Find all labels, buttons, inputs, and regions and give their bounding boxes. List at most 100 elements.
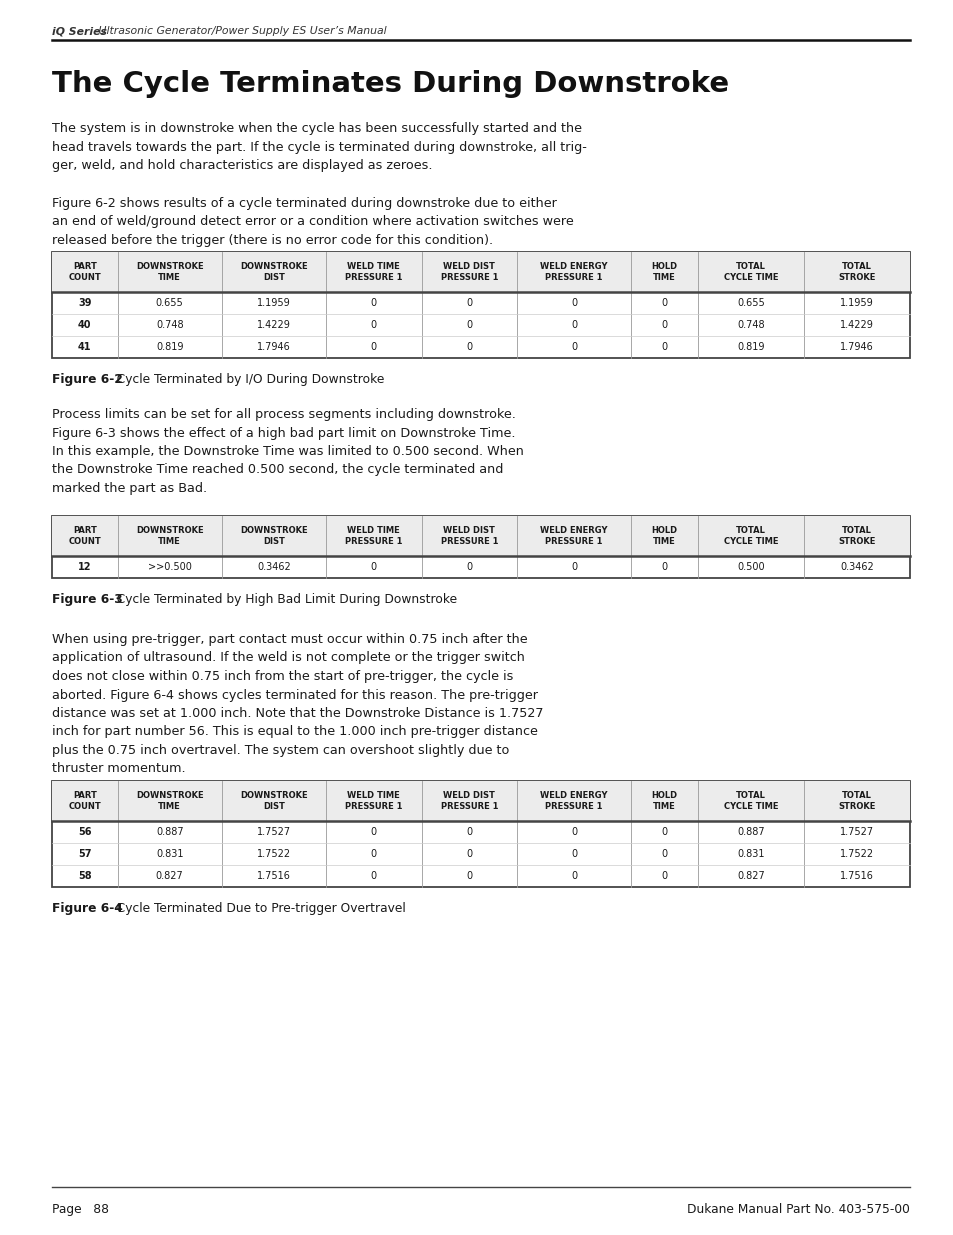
Text: PART
COUNT: PART COUNT [69, 526, 101, 546]
Text: TOTAL
CYCLE TIME: TOTAL CYCLE TIME [722, 526, 778, 546]
Text: 0: 0 [466, 298, 472, 308]
Text: 0: 0 [371, 562, 376, 572]
Text: DOWNSTROKE
TIME: DOWNSTROKE TIME [135, 526, 203, 546]
Text: 0: 0 [660, 871, 667, 881]
Text: PART
COUNT: PART COUNT [69, 262, 101, 282]
Text: 0: 0 [466, 342, 472, 352]
Text: 1.1959: 1.1959 [257, 298, 291, 308]
Text: Process limits can be set for all process segments including downstroke.
Figure : Process limits can be set for all proces… [52, 408, 523, 495]
Bar [52, 516, 909, 578]
Text: 41: 41 [78, 342, 91, 352]
Text: 0.887: 0.887 [736, 827, 763, 837]
Text: TOTAL
STROKE: TOTAL STROKE [838, 526, 875, 546]
Bar [52, 781, 909, 887]
Text: DOWNSTROKE
DIST: DOWNSTROKE DIST [240, 262, 308, 282]
Text: 1.7527: 1.7527 [839, 827, 873, 837]
Text: 0: 0 [371, 827, 376, 837]
Text: 1.7516: 1.7516 [256, 871, 291, 881]
Text: 0.3462: 0.3462 [257, 562, 291, 572]
Text: WELD TIME
PRESSURE 1: WELD TIME PRESSURE 1 [345, 262, 402, 282]
Text: TOTAL
STROKE: TOTAL STROKE [838, 262, 875, 282]
Text: Figure 6-2 shows results of a cycle terminated during downstroke due to either
a: Figure 6-2 shows results of a cycle term… [52, 198, 573, 247]
Text: 0.655: 0.655 [736, 298, 763, 308]
Text: 0.827: 0.827 [155, 871, 183, 881]
Text: 12: 12 [78, 562, 91, 572]
Text: 0: 0 [571, 871, 577, 881]
Text: 58: 58 [78, 871, 91, 881]
Text: TOTAL
CYCLE TIME: TOTAL CYCLE TIME [722, 262, 778, 282]
Text: HOLD
TIME: HOLD TIME [651, 790, 677, 811]
Text: When using pre-trigger, part contact must occur within 0.75 inch after the
appli: When using pre-trigger, part contact mus… [52, 634, 543, 776]
Text: Cycle Terminated Due to Pre-trigger Overtravel: Cycle Terminated Due to Pre-trigger Over… [109, 902, 405, 915]
Text: WELD TIME
PRESSURE 1: WELD TIME PRESSURE 1 [345, 526, 402, 546]
Text: 40: 40 [78, 320, 91, 330]
Text: >>0.500: >>0.500 [148, 562, 192, 572]
Text: DOWNSTROKE
TIME: DOWNSTROKE TIME [135, 262, 203, 282]
Text: 1.4229: 1.4229 [839, 320, 873, 330]
Text: WELD DIST
PRESSURE 1: WELD DIST PRESSURE 1 [440, 262, 497, 282]
Text: 1.7522: 1.7522 [839, 848, 873, 860]
Text: 0.831: 0.831 [156, 848, 183, 860]
Text: 0: 0 [571, 848, 577, 860]
Text: 0: 0 [660, 827, 667, 837]
Text: Cycle Terminated by High Bad Limit During Downstroke: Cycle Terminated by High Bad Limit Durin… [109, 593, 456, 606]
Text: DOWNSTROKE
DIST: DOWNSTROKE DIST [240, 790, 308, 811]
Text: TOTAL
CYCLE TIME: TOTAL CYCLE TIME [722, 790, 778, 811]
Text: WELD ENERGY
PRESSURE 1: WELD ENERGY PRESSURE 1 [539, 262, 607, 282]
Text: 0: 0 [371, 848, 376, 860]
Text: 0: 0 [571, 298, 577, 308]
Text: Dukane Manual Part No. 403-575-00: Dukane Manual Part No. 403-575-00 [686, 1203, 909, 1216]
Text: Figure 6-2: Figure 6-2 [52, 373, 123, 387]
Text: Page   88: Page 88 [52, 1203, 109, 1216]
Text: 0: 0 [466, 871, 472, 881]
Text: 0.748: 0.748 [736, 320, 763, 330]
Text: 1.1959: 1.1959 [840, 298, 873, 308]
Text: 56: 56 [78, 827, 91, 837]
Text: DOWNSTROKE
DIST: DOWNSTROKE DIST [240, 526, 308, 546]
Text: 0: 0 [571, 562, 577, 572]
Text: 1.7516: 1.7516 [839, 871, 873, 881]
Bar [52, 516, 909, 556]
Text: The system is in downstroke when the cycle has been successfully started and the: The system is in downstroke when the cyc… [52, 122, 586, 172]
Text: Cycle Terminated by I/O During Downstroke: Cycle Terminated by I/O During Downstrok… [109, 373, 384, 387]
Text: WELD DIST
PRESSURE 1: WELD DIST PRESSURE 1 [440, 526, 497, 546]
Text: HOLD
TIME: HOLD TIME [651, 526, 677, 546]
Text: 0: 0 [660, 342, 667, 352]
Text: 1.7946: 1.7946 [840, 342, 873, 352]
Text: 1.7946: 1.7946 [257, 342, 291, 352]
Text: Ultrasonic Generator/Power Supply ES User’s Manual: Ultrasonic Generator/Power Supply ES Use… [95, 26, 386, 36]
Text: 0.819: 0.819 [737, 342, 763, 352]
Text: 0: 0 [571, 342, 577, 352]
Text: Figure 6-4: Figure 6-4 [52, 902, 123, 915]
Text: 0.827: 0.827 [736, 871, 763, 881]
Text: 0: 0 [466, 562, 472, 572]
Text: 0.819: 0.819 [156, 342, 183, 352]
Text: PART
COUNT: PART COUNT [69, 790, 101, 811]
Text: TOTAL
STROKE: TOTAL STROKE [838, 790, 875, 811]
Text: 0: 0 [466, 848, 472, 860]
Text: 0.3462: 0.3462 [840, 562, 873, 572]
Text: 57: 57 [78, 848, 91, 860]
Text: 0: 0 [466, 827, 472, 837]
Text: 0.500: 0.500 [736, 562, 763, 572]
Text: 0.887: 0.887 [155, 827, 183, 837]
Text: 0: 0 [466, 320, 472, 330]
Text: WELD ENERGY
PRESSURE 1: WELD ENERGY PRESSURE 1 [539, 526, 607, 546]
Text: 0: 0 [571, 827, 577, 837]
Text: 1.7527: 1.7527 [256, 827, 291, 837]
Text: DOWNSTROKE
TIME: DOWNSTROKE TIME [135, 790, 203, 811]
Text: 0: 0 [371, 298, 376, 308]
Text: 1.4229: 1.4229 [256, 320, 291, 330]
Text: 0: 0 [660, 562, 667, 572]
Bar [52, 252, 909, 291]
Text: 1.7522: 1.7522 [256, 848, 291, 860]
Text: 0: 0 [660, 848, 667, 860]
Text: Figure 6-3: Figure 6-3 [52, 593, 123, 606]
Text: 0: 0 [371, 320, 376, 330]
Text: 39: 39 [78, 298, 91, 308]
Text: 0: 0 [371, 342, 376, 352]
Text: 0: 0 [660, 298, 667, 308]
Text: HOLD
TIME: HOLD TIME [651, 262, 677, 282]
Bar [52, 781, 909, 821]
Text: 0: 0 [571, 320, 577, 330]
